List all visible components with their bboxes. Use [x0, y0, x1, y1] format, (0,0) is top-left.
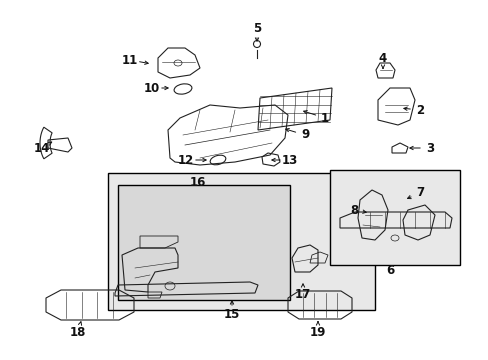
Bar	[329, 170, 459, 265]
Text: 6: 6	[385, 264, 393, 276]
Bar	[118, 185, 289, 300]
Text: 16: 16	[189, 176, 206, 189]
Text: 14: 14	[34, 141, 50, 154]
Bar	[108, 173, 374, 310]
Text: 3: 3	[425, 141, 433, 154]
Text: 1: 1	[320, 112, 328, 125]
Text: 11: 11	[122, 54, 138, 67]
Text: 10: 10	[143, 81, 160, 94]
Text: 4: 4	[378, 51, 386, 64]
Text: 9: 9	[300, 129, 308, 141]
Text: 5: 5	[252, 22, 261, 35]
Text: 19: 19	[309, 325, 325, 338]
Text: 8: 8	[349, 203, 357, 216]
Text: 2: 2	[415, 104, 423, 117]
Text: 13: 13	[281, 153, 298, 166]
Text: 18: 18	[70, 325, 86, 338]
Text: 12: 12	[178, 153, 194, 166]
Text: 15: 15	[224, 309, 240, 321]
Text: 17: 17	[294, 288, 310, 302]
Text: 7: 7	[415, 186, 423, 199]
